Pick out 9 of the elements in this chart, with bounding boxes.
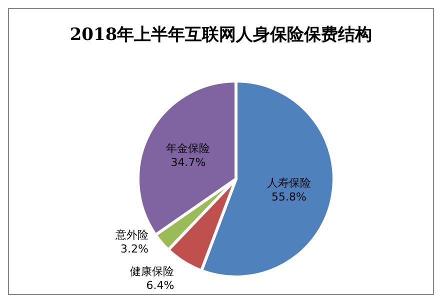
- data-label: 55.8%: [272, 190, 306, 204]
- data-label: 3.2%: [120, 242, 148, 256]
- slice-label: 意外险: [114, 228, 148, 242]
- data-label: 6.4%: [146, 279, 174, 292]
- slice-label: 年金保险: [166, 142, 210, 156]
- slice-label: 人寿保险: [267, 176, 312, 190]
- slice-label: 健康保险: [130, 265, 174, 278]
- data-label: 34.7%: [170, 156, 206, 170]
- chart-title: 2018年上半年互联网人身保险保费结构: [68, 24, 374, 47]
